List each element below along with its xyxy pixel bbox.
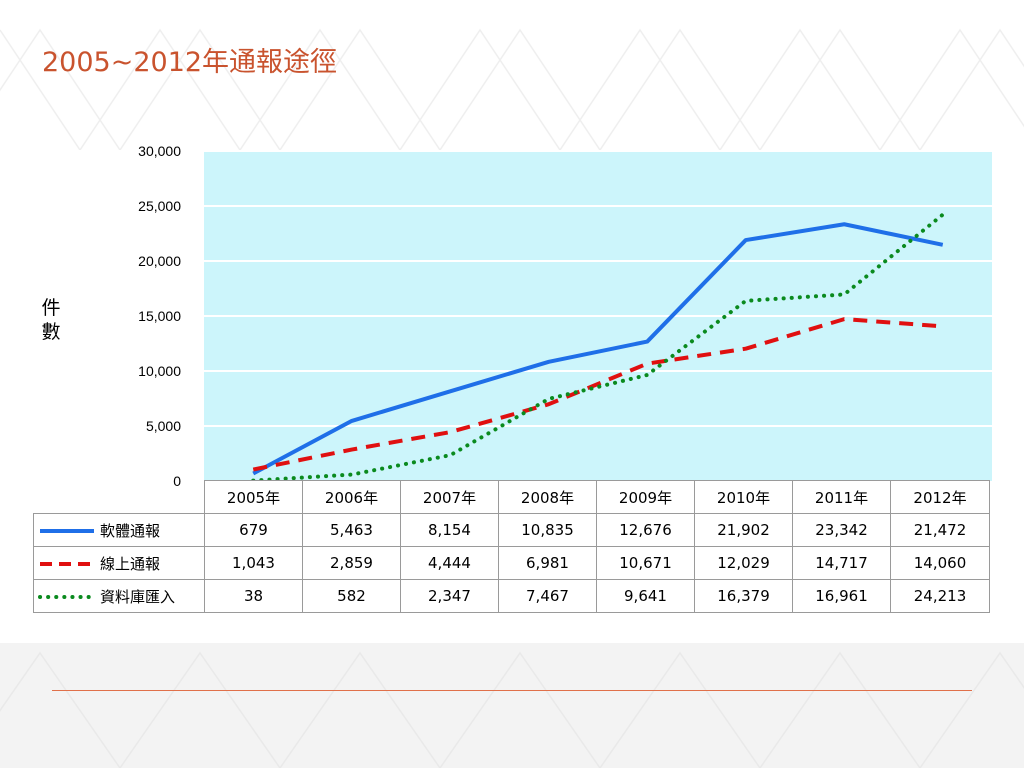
data-label: 8,154: [400, 513, 499, 547]
legend-label: 線上通報: [100, 554, 161, 573]
x-tick-label: 2012年: [890, 480, 990, 514]
table-row: 軟體通報 679 5,463 8,154 10,835 12,676 21,902 23,34…: [33, 513, 990, 547]
series-line-3: [251, 212, 945, 483]
data-label: 12,029: [694, 546, 793, 580]
data-label: 16,379: [694, 579, 793, 613]
data-label: 6,981: [498, 546, 597, 580]
data-table: 2005年 2006年 2007年 2008年 2009年 2010年 2011…: [33, 480, 990, 613]
data-label: 21,902: [694, 513, 793, 547]
series-legend-cell: 線上通報: [33, 546, 205, 580]
data-label: 16,961: [792, 579, 891, 613]
x-tick-label: 2009年: [596, 480, 695, 514]
data-label: 7,467: [498, 579, 597, 613]
x-tick-label: 2010年: [694, 480, 793, 514]
y-tick-label: 25,000: [138, 198, 181, 214]
table-corner: [33, 480, 205, 514]
data-label: 24,213: [890, 579, 990, 613]
y-axis-label: 件數: [41, 297, 61, 343]
legend-key-icon: [40, 562, 94, 566]
series-legend-cell: 軟體通報: [33, 513, 205, 547]
data-label: 21,472: [890, 513, 990, 547]
gridlines: [204, 150, 992, 427]
data-label: 23,342: [792, 513, 891, 547]
y-tick-label: 15,000: [138, 308, 181, 324]
data-label: 582: [302, 579, 401, 613]
background-pattern: [0, 28, 1024, 150]
series-legend-cell: 資料庫匯入: [33, 579, 205, 613]
x-tick-label: 2007年: [400, 480, 499, 514]
bottom-band: [0, 643, 1024, 768]
x-tick-label: 2006年: [302, 480, 401, 514]
legend-label: 軟體通報: [100, 521, 161, 540]
data-label: 5,463: [302, 513, 401, 547]
data-label: 9,641: [596, 579, 695, 613]
series-line-1: [252, 222, 944, 476]
data-label: 14,060: [890, 546, 990, 580]
data-label: 12,676: [596, 513, 695, 547]
data-label: 4,444: [400, 546, 499, 580]
y-tick-label: 20,000: [138, 253, 181, 269]
data-label: 1,043: [204, 546, 303, 580]
data-label: 38: [204, 579, 303, 613]
table-header-row: 2005年 2006年 2007年 2008年 2009年 2010年 2011…: [33, 480, 990, 514]
series-lines: [251, 212, 945, 483]
series-line-2: [252, 317, 943, 472]
data-label: 679: [204, 513, 303, 547]
x-tick-label: 2005年: [204, 480, 303, 514]
data-label: 14,717: [792, 546, 891, 580]
x-tick-label: 2011年: [792, 480, 891, 514]
data-label: 2,859: [302, 546, 401, 580]
y-tick-label: 10,000: [138, 363, 181, 379]
slide-title: 2005~2012年通報途徑: [42, 47, 338, 78]
y-tick-label: 5,000: [145, 418, 181, 434]
data-label: 2,347: [400, 579, 499, 613]
table-row: 資料庫匯入 38 582 2,347 7,467 9,641 16,379 16,961 24,…: [33, 579, 990, 613]
legend-key-icon: [38, 595, 96, 599]
data-label: 10,671: [596, 546, 695, 580]
legend-label: 資料庫匯入: [100, 587, 176, 606]
table-row: 線上通報 1,043 2,859 4,444 6,981 10,671 12,029 14,7…: [33, 546, 990, 580]
legend-key-icon: [40, 529, 94, 533]
y-tick-label: 30,000: [138, 143, 181, 159]
x-tick-label: 2008年: [498, 480, 597, 514]
footer-rule: [52, 690, 972, 691]
data-label: 10,835: [498, 513, 597, 547]
